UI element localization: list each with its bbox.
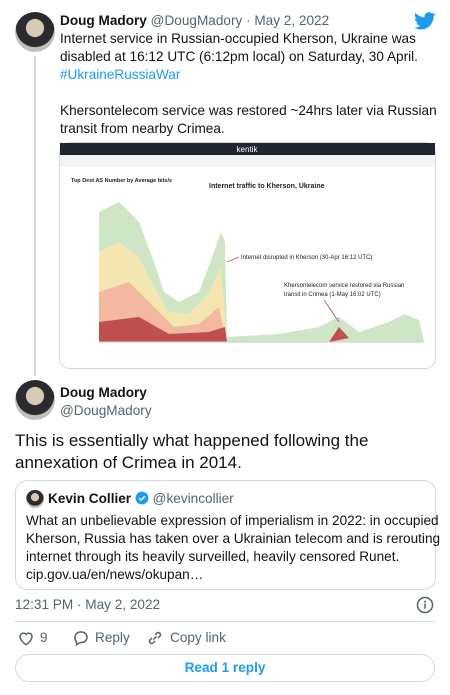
thread-line <box>34 56 36 376</box>
hashtag[interactable]: #UkraineRussiaWar <box>60 67 181 82</box>
tweet-line: Internet service in Russian-occupied Khe… <box>60 31 416 46</box>
quote-author: Kevin Collier @kevincollier <box>48 490 234 508</box>
quote-avatar <box>26 490 44 508</box>
like-count[interactable]: 9 <box>40 630 48 645</box>
quote-line: Kherson, Russia has taken over a Ukraini… <box>26 531 441 546</box>
image-topbar <box>60 143 435 155</box>
quote-line: What an unbelievable expression of imper… <box>26 513 439 528</box>
author[interactable]: Doug Madory @DougMadory · May 2, 2022 <box>60 12 329 30</box>
brand: kentik <box>237 145 259 154</box>
avatar[interactable] <box>15 380 55 420</box>
reply-line: annexation of Crimea in 2014. <box>15 453 242 472</box>
handle[interactable]: @DougMadory <box>60 403 152 418</box>
info-icon[interactable] <box>416 596 434 614</box>
twitter-logo[interactable] <box>414 12 436 30</box>
traffic-areas <box>99 202 424 342</box>
quote-line: cip.gov.ua/en/news/okupan… <box>26 567 204 582</box>
tweet-image[interactable]: kentik Top Dest AS Number by Average bit… <box>59 142 436 369</box>
tweet-line: Khersontelecom service was restored ~24h… <box>60 103 437 118</box>
annotation: Khersontelecom service restored via Russ… <box>284 283 404 289</box>
tweet-line: transit from nearby Crimea. <box>60 121 225 136</box>
link-icon[interactable] <box>146 629 164 647</box>
reply-line: This is essentially what happened follow… <box>15 431 369 450</box>
verified-badge <box>135 491 149 505</box>
panel-title: Top Dest AS Number by Average bits/s <box>71 178 172 184</box>
tweet-line: disabled at 16:12 UTC (6:12pm local) on … <box>60 49 418 64</box>
arrow <box>323 299 340 323</box>
avatar[interactable] <box>15 12 55 52</box>
quote-line: internet through its heavily surveilled,… <box>26 549 400 564</box>
name[interactable]: Doug Madory <box>60 385 147 400</box>
quote-handle: @kevincollier <box>152 491 234 506</box>
arrow <box>226 256 240 263</box>
reply-icon[interactable] <box>72 629 90 647</box>
chart-title: Internet traffic to Kherson, Ukraine <box>209 183 325 190</box>
image-toolbar <box>60 155 435 167</box>
quote-card[interactable] <box>15 480 436 590</box>
divider <box>15 621 435 622</box>
reply-label[interactable]: Reply <box>95 630 130 645</box>
read-replies-button[interactable]: Read 1 reply <box>15 654 435 682</box>
quote-name: Kevin Collier <box>48 491 132 506</box>
timestamp[interactable]: 12:31 PM · May 2, 2022 <box>15 597 161 612</box>
annotation: Internet disrupted in Kherson (30-Apr 16… <box>241 255 372 261</box>
like-icon[interactable] <box>17 629 35 647</box>
annotation: transit in Crimea (1-May 16:02 UTC) <box>284 292 381 298</box>
copy-label[interactable]: Copy link <box>170 630 226 645</box>
handle-date[interactable]: @DougMadory · May 2, 2022 <box>150 13 330 28</box>
name[interactable]: Doug Madory <box>60 13 147 28</box>
